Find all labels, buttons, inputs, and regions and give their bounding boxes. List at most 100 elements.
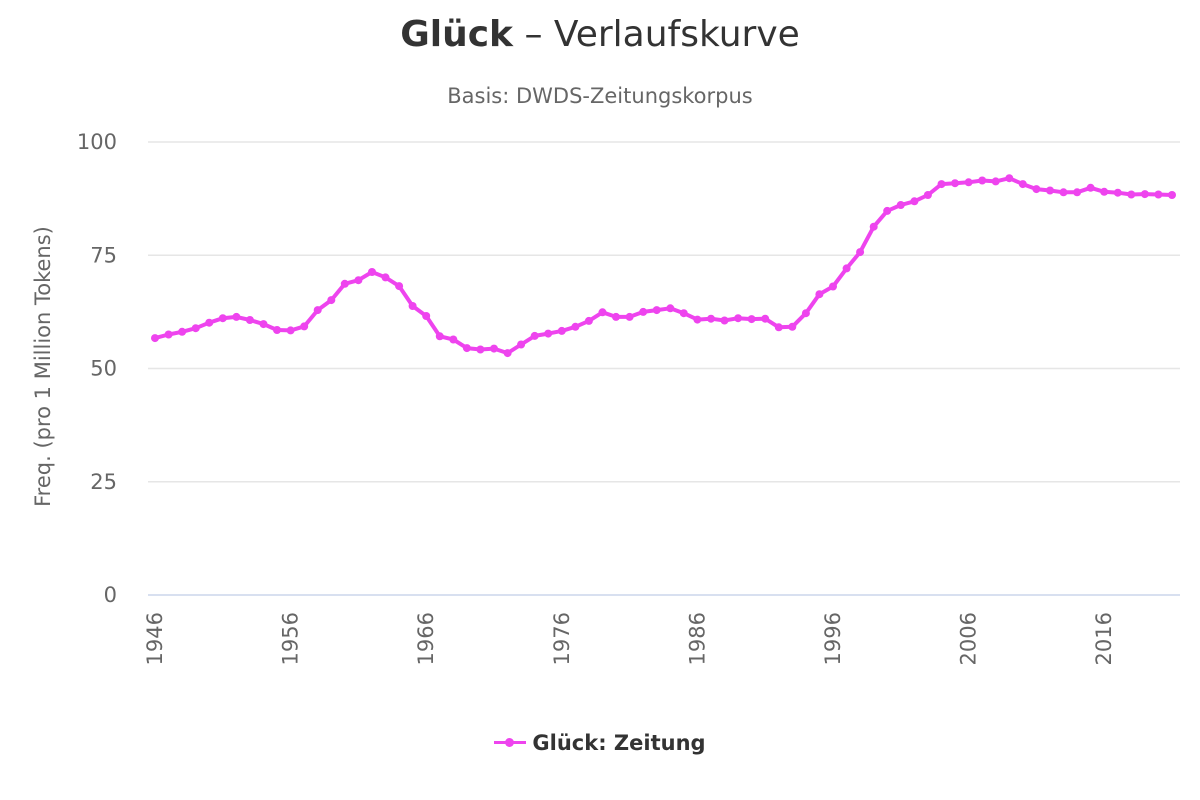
x-tick-label-2016: 2016 [1092, 612, 1116, 665]
data-point-1981[interactable] [625, 312, 634, 321]
data-point-2021[interactable] [1168, 191, 1176, 199]
data-point-1991[interactable] [761, 314, 770, 323]
data-point-2019[interactable] [1140, 190, 1149, 199]
data-point-1985[interactable] [679, 309, 688, 318]
data-point-1983[interactable] [652, 306, 661, 315]
data-point-2007[interactable] [978, 176, 987, 185]
x-tick-label-1986: 1986 [685, 612, 709, 665]
data-point-1977[interactable] [571, 322, 580, 331]
data-point-1973[interactable] [517, 340, 526, 349]
data-point-1975[interactable] [544, 329, 553, 338]
legend[interactable]: Glück: Zeitung [0, 731, 1200, 755]
y-tick-label-0: 0 [104, 583, 117, 607]
x-tick-labels: 1946 1956 1966 1976 1986 1996 2006 2016 [143, 612, 1116, 665]
y-tick-labels: 0 25 50 75 100 [77, 130, 117, 607]
series-line-glueck-zeitung [153, 176, 1174, 356]
data-point-2016[interactable] [1100, 187, 1109, 196]
data-point-2003[interactable] [923, 191, 932, 199]
data-point-1967[interactable] [435, 332, 444, 341]
data-point-2018[interactable] [1127, 190, 1136, 199]
data-point-1965[interactable] [408, 302, 417, 310]
data-point-2002[interactable] [910, 197, 919, 206]
y-tick-label-50: 50 [90, 357, 117, 381]
data-point-1948[interactable] [178, 327, 187, 336]
data-point-1970[interactable] [476, 345, 485, 354]
data-point-1971[interactable] [490, 344, 498, 353]
data-points [151, 174, 1176, 358]
data-point-1958[interactable] [313, 306, 322, 315]
data-point-2004[interactable] [937, 180, 946, 189]
data-point-2005[interactable] [951, 179, 959, 188]
data-point-1999[interactable] [869, 222, 878, 231]
data-point-2011[interactable] [1032, 185, 1041, 194]
data-point-1963[interactable] [381, 273, 390, 282]
data-point-1978[interactable] [584, 316, 593, 325]
data-point-1964[interactable] [395, 282, 404, 291]
data-point-2001[interactable] [896, 201, 905, 209]
data-point-1995[interactable] [815, 290, 824, 299]
grid-lines [148, 141, 1180, 483]
data-point-2000[interactable] [883, 206, 892, 215]
data-point-1997[interactable] [842, 264, 851, 273]
data-point-1993[interactable] [788, 322, 797, 331]
legend-label: Glück: Zeitung [532, 731, 706, 755]
data-point-1966[interactable] [422, 312, 431, 320]
data-point-1956[interactable] [286, 326, 295, 335]
data-point-2020[interactable] [1154, 190, 1163, 199]
data-point-1982[interactable] [639, 307, 648, 316]
data-point-1989[interactable] [734, 314, 743, 323]
data-point-1954[interactable] [259, 320, 268, 329]
data-point-1962[interactable] [368, 268, 376, 276]
data-point-1957[interactable] [300, 322, 309, 331]
data-point-2015[interactable] [1086, 183, 1095, 192]
data-point-1947[interactable] [164, 330, 173, 339]
data-point-1992[interactable] [774, 323, 783, 332]
data-point-1946[interactable] [151, 334, 159, 343]
x-tick-label-1966: 1966 [414, 612, 438, 665]
x-tick-label-1996: 1996 [821, 612, 845, 665]
data-point-2008[interactable] [991, 177, 1000, 186]
data-point-1969[interactable] [462, 344, 471, 353]
data-point-1996[interactable] [829, 282, 837, 291]
data-point-1972[interactable] [503, 349, 512, 358]
x-tick-label-1956: 1956 [279, 612, 303, 665]
data-point-1974[interactable] [530, 331, 539, 340]
data-point-2006[interactable] [964, 178, 973, 187]
data-point-1988[interactable] [720, 316, 729, 325]
x-tick-label-1976: 1976 [550, 612, 574, 665]
data-point-1951[interactable] [218, 314, 227, 323]
y-tick-label-75: 75 [90, 243, 117, 267]
data-point-1994[interactable] [801, 309, 810, 318]
data-point-2014[interactable] [1073, 188, 1082, 197]
x-tick-label-1946: 1946 [143, 612, 167, 665]
data-point-1987[interactable] [707, 314, 715, 323]
data-point-1980[interactable] [612, 312, 620, 321]
data-point-2010[interactable] [1018, 180, 1027, 189]
data-point-1959[interactable] [327, 296, 336, 305]
data-point-1990[interactable] [747, 315, 756, 324]
chart-title-word: Glück [400, 14, 513, 55]
data-point-1961[interactable] [354, 276, 363, 285]
chart-title-rest: – Verlaufskurve [513, 14, 800, 55]
chart-subtitle: Basis: DWDS-Zeitungskorpus [447, 84, 753, 108]
data-point-2013[interactable] [1059, 188, 1068, 197]
data-point-1968[interactable] [449, 335, 458, 344]
data-point-1949[interactable] [191, 324, 200, 333]
data-point-1998[interactable] [856, 248, 865, 257]
data-point-1984[interactable] [666, 304, 675, 313]
y-tick-label-25: 25 [90, 470, 117, 494]
data-point-1953[interactable] [245, 316, 254, 324]
data-point-1960[interactable] [340, 279, 349, 288]
data-point-1986[interactable] [693, 315, 702, 324]
legend-line-marker-icon [494, 733, 527, 751]
data-point-2012[interactable] [1046, 186, 1054, 195]
data-point-1950[interactable] [205, 318, 214, 327]
data-point-1976[interactable] [557, 326, 566, 335]
data-point-1952[interactable] [232, 312, 241, 321]
data-point-2009[interactable] [1005, 174, 1014, 183]
y-tick-label-100: 100 [77, 130, 117, 154]
data-point-1955[interactable] [273, 326, 281, 334]
data-point-2017[interactable] [1113, 188, 1122, 197]
data-point-1979[interactable] [598, 308, 607, 317]
